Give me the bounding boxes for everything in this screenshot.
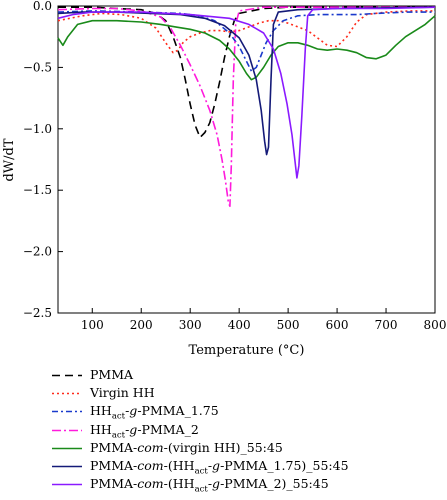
legend-label-part: g [212, 457, 221, 473]
legend-label-part: -PMMA_1.75 [137, 403, 219, 419]
legend-item: Virgin HH [52, 384, 442, 402]
legend-label-part: g [129, 421, 138, 437]
x-axis-title: Temperature (°C) [189, 343, 305, 358]
x-tick-label: 600 [326, 318, 349, 332]
legend-label-part: PMMA- [90, 476, 138, 492]
x-tick-label: 100 [81, 318, 104, 332]
legend-label-part: -(virgin HH)_55:45 [163, 439, 283, 455]
x-tick-label: 200 [130, 318, 153, 332]
legend-label: PMMA [90, 366, 133, 384]
legend: PMMA Virgin HH HHact-g-PMMA_1.75 HHact-g-PM… [52, 366, 442, 495]
legend-label-part: HH [90, 421, 112, 437]
x-tick-label: 300 [179, 318, 202, 332]
legend-swatch [52, 374, 82, 377]
legend-label-part: com [137, 457, 164, 473]
legend-label: PMMA-com-(HHact-g-PMMA_1.75)_55:45 [90, 457, 349, 481]
series-layer [57, 6, 436, 207]
legend-label-part: PMMA- [90, 457, 138, 473]
legend-item: PMMA [52, 366, 442, 384]
x-tick-label: 500 [277, 318, 300, 332]
legend-item: HHact-g-PMMA_2 [52, 421, 442, 440]
ticks-layer: 100 200 300 400 500 600 700 800 0.0 −0.5 −1.0 −1.5 −… [23, 0, 447, 332]
legend-swatch [52, 447, 82, 450]
legend-label-part: act [111, 411, 126, 422]
series-line-5 [57, 15, 436, 81]
legend-label-part: - [207, 476, 213, 492]
legend-swatch [52, 411, 82, 413]
legend-label-part: -(HH [163, 457, 195, 473]
series-line-3 [57, 10, 435, 72]
legend-label-part: PMMA [90, 367, 134, 382]
legend-label-part: act [111, 430, 126, 441]
x-tick-label: 400 [228, 318, 251, 332]
legend-item: PMMA-com-(HHact-g-PMMA_2)_55:45 [52, 475, 442, 495]
legend-label-part: - [207, 457, 213, 473]
legend-label-part: g [212, 476, 221, 492]
legend-label-part: act [194, 466, 208, 477]
legend-item: PMMA-com-(HHact-g-PMMA_1.75)_55:45 [52, 457, 442, 476]
x-tick-label: 800 [424, 318, 447, 332]
y-axis-title: dW/dT [2, 138, 17, 181]
legend-label-part: PMMA- [90, 439, 138, 455]
y-tick-label: −1.5 [23, 183, 52, 197]
y-tick-label: −1.0 [23, 122, 52, 136]
series-line-4 [57, 6, 435, 207]
legend-label: HHact-g-PMMA_2 [90, 421, 199, 445]
legend-swatch [52, 483, 82, 486]
x-tick-label: 700 [375, 318, 398, 332]
legend-label-part: - [125, 403, 130, 419]
legend-swatch [52, 465, 82, 468]
y-tick-label: 0.0 [33, 0, 52, 13]
legend-label-part: act [194, 484, 208, 495]
legend-item: HHact-g-PMMA_1.75 [52, 402, 442, 422]
legend-label-part: -PMMA_1.75)_55:45 [220, 457, 349, 473]
legend-label-part: com [137, 439, 164, 455]
legend-label: PMMA-com-(HHact-g-PMMA_2)_55:45 [90, 475, 329, 499]
series-line-2 [57, 10, 435, 54]
legend-item: PMMA-com-(virgin HH)_55:45 [52, 439, 442, 457]
y-tick-label: −2.5 [23, 306, 52, 320]
legend-swatch [52, 392, 82, 395]
tga-derivative-chart: 100 200 300 400 500 600 700 800 0.0 −0.5 −1.0 −1.5 −… [2, 0, 447, 358]
plot-frame [57, 5, 436, 314]
legend-label: HHact-g-PMMA_1.75 [90, 402, 219, 426]
legend-label-part: -(HH [163, 476, 195, 492]
legend-label-part: g [129, 403, 138, 419]
legend-label: PMMA-com-(virgin HH)_55:45 [90, 439, 283, 457]
legend-label-part: -PMMA_2)_55:45 [220, 476, 329, 492]
legend-label: Virgin HH [90, 384, 155, 402]
legend-swatch [52, 429, 82, 431]
legend-label-part: Virgin HH [90, 385, 155, 401]
series-line-6 [57, 6, 436, 156]
legend-label-part: -PMMA_2 [137, 421, 199, 437]
legend-label-part: com [137, 476, 164, 492]
legend-label-part: - [125, 421, 130, 437]
y-tick-label: −0.5 [23, 60, 52, 74]
y-tick-label: −2.0 [23, 245, 52, 259]
series-line-7 [57, 6, 436, 179]
legend-label-part: HH [90, 403, 112, 419]
